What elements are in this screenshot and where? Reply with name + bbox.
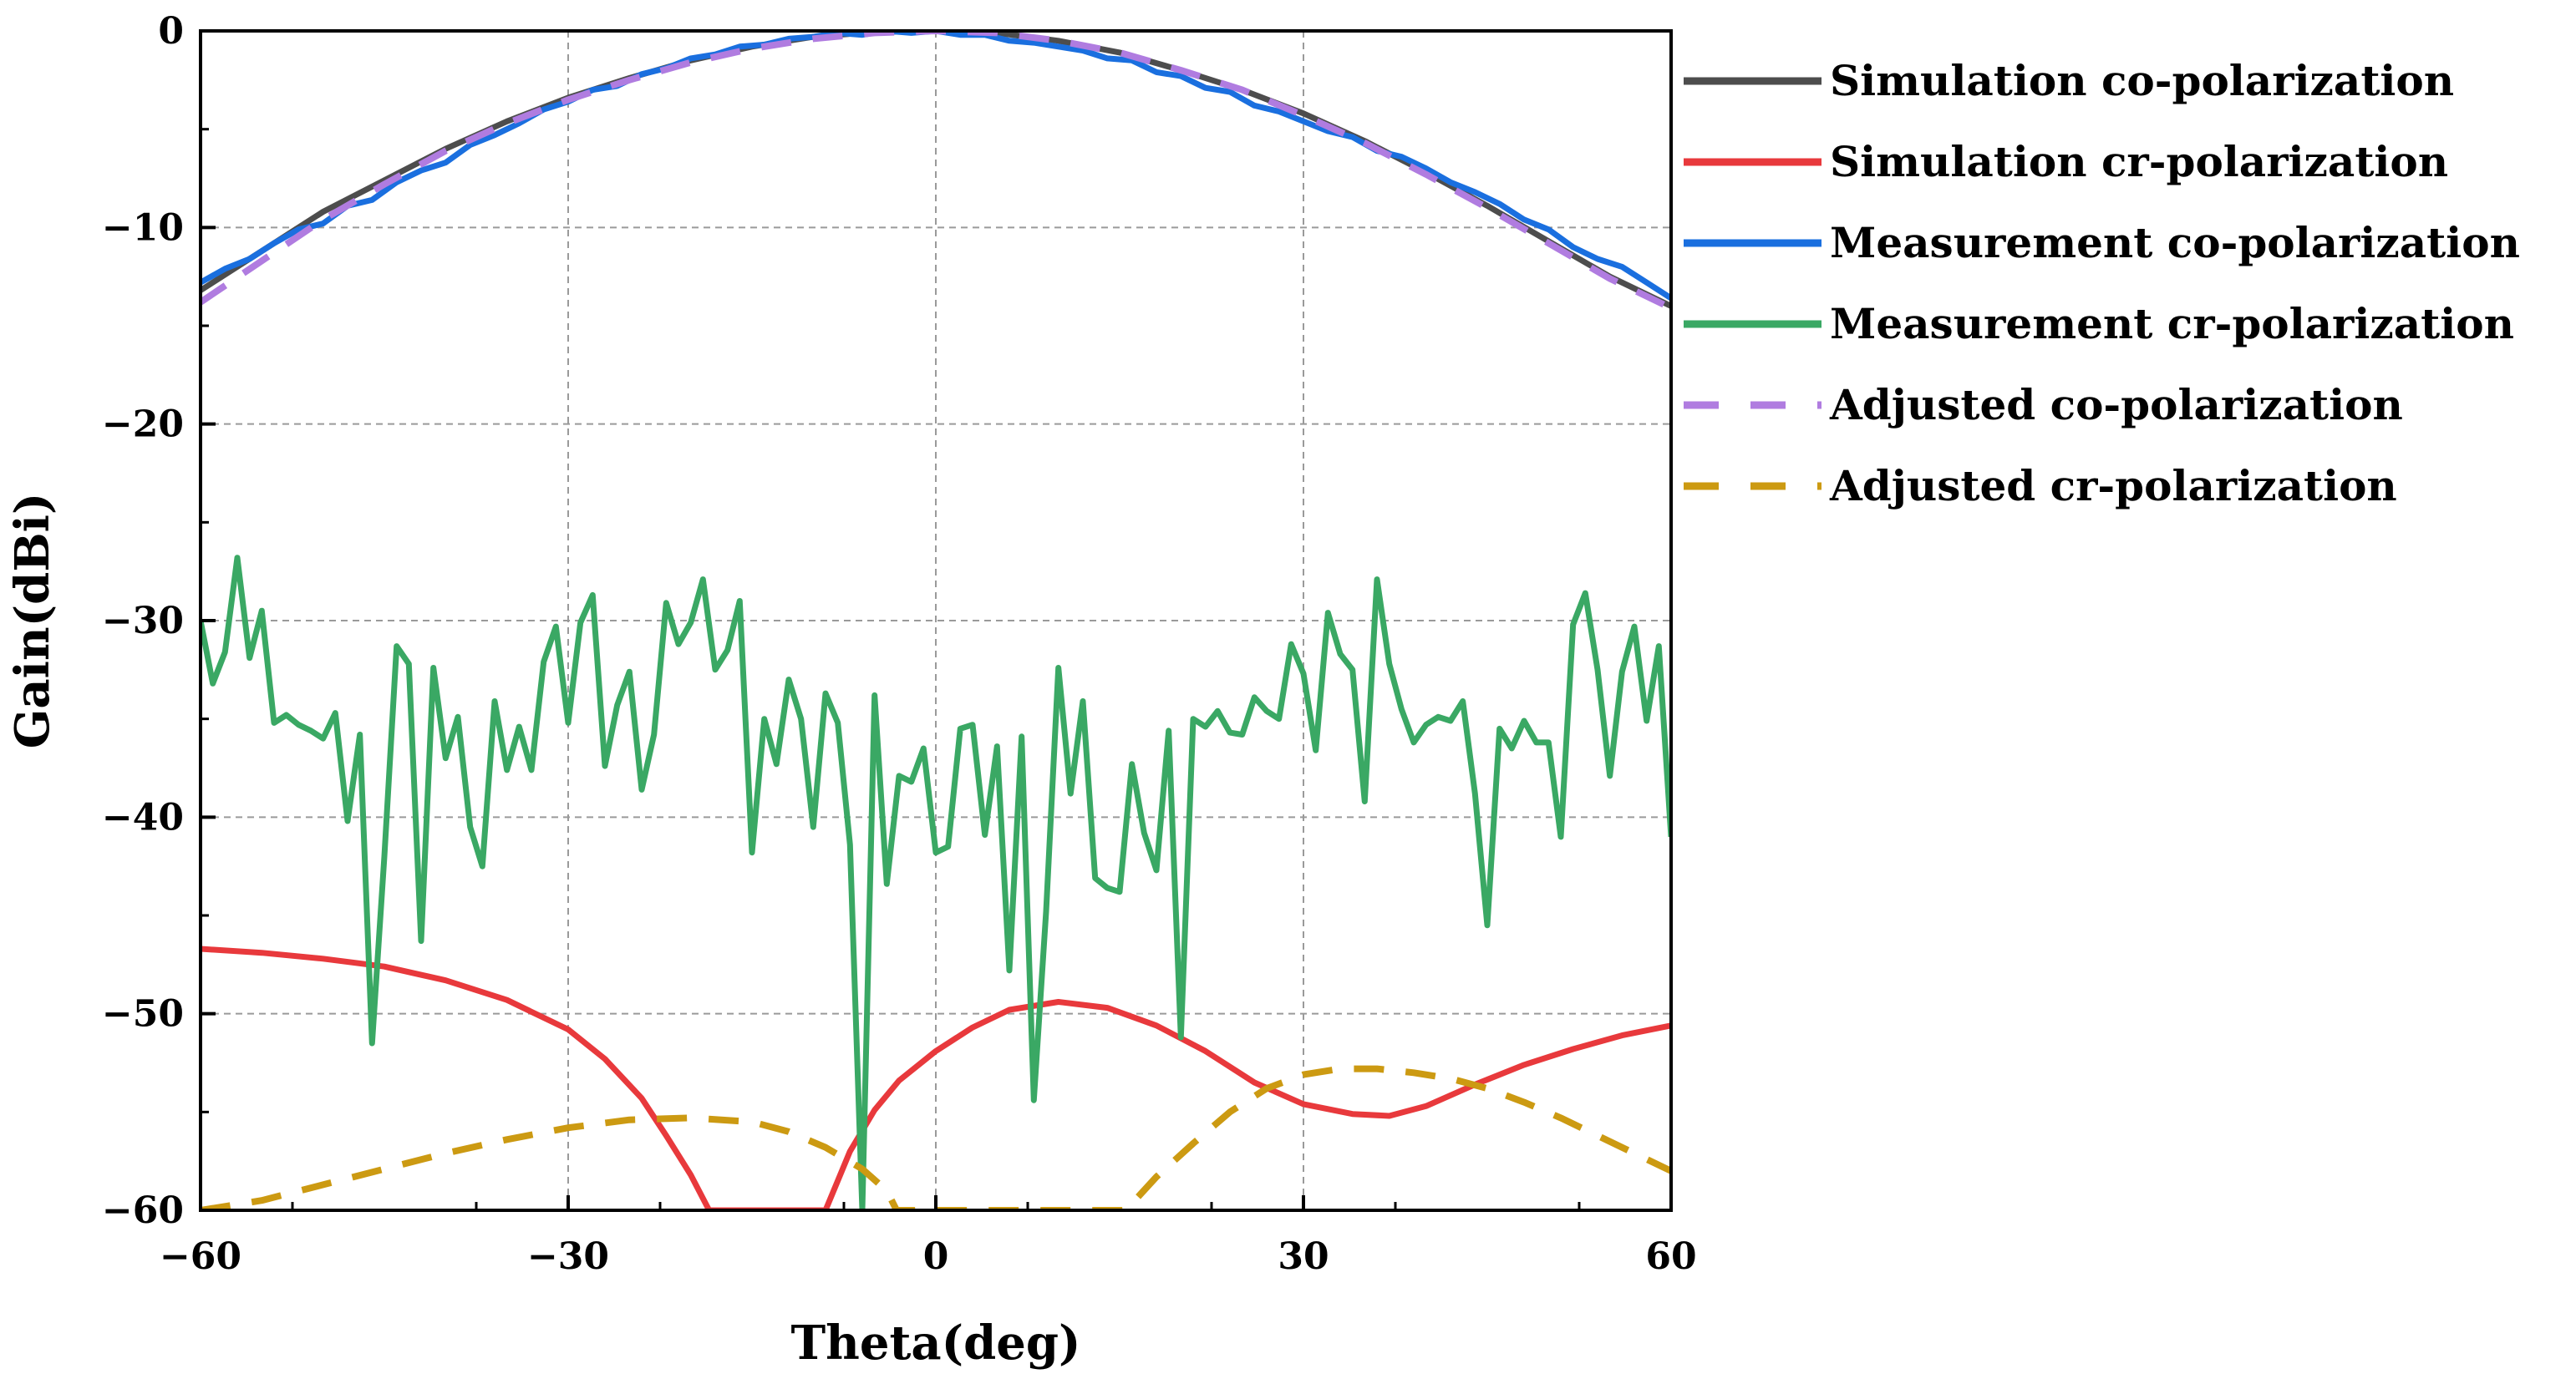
- legend-label-4: Measurement cr-polarization: [1830, 299, 2514, 348]
- legend: Simulation co-polarization Simulation cr-…: [1684, 56, 2520, 510]
- series-layer: [201, 31, 1671, 1210]
- series-line-4: [201, 555, 1671, 1210]
- y-tick-label: −10: [102, 206, 184, 249]
- series-line-3: [201, 31, 1671, 302]
- x-tick-label: −30: [527, 1235, 609, 1278]
- y-tick-label: −20: [102, 403, 184, 446]
- y-tick-label: −60: [102, 1189, 184, 1232]
- ticks: −60 −30 0 30 60 0 −10 −20 −30 −40 −50 −60: [102, 10, 1697, 1278]
- x-tick-label: 0: [923, 1235, 949, 1278]
- legend-label-6: Adjusted cr-polarization: [1829, 461, 2397, 510]
- legend-label-3: Measurement co-polarization: [1830, 218, 2520, 267]
- y-tick-label: −30: [102, 600, 184, 642]
- y-tick-label: 0: [158, 10, 184, 53]
- x-tick-label: 30: [1278, 1235, 1329, 1278]
- y-tick-label: −50: [102, 993, 184, 1036]
- legend-label-5: Adjusted co-polarization: [1829, 380, 2403, 429]
- series-line-6: [201, 1065, 1671, 1210]
- y-axis-title: Gain(dBi): [5, 493, 60, 749]
- series-line-2: [201, 946, 1671, 1210]
- x-tick-label: −60: [160, 1235, 241, 1278]
- grid: [201, 31, 1671, 1210]
- legend-label-2: Simulation cr-polarization: [1830, 137, 2448, 186]
- legend-label-1: Simulation co-polarization: [1830, 56, 2454, 105]
- x-axis-title: Theta(deg): [790, 1316, 1080, 1371]
- x-tick-label: 60: [1645, 1235, 1696, 1278]
- y-tick-label: −40: [102, 796, 184, 839]
- series-line-5: [201, 31, 1671, 312]
